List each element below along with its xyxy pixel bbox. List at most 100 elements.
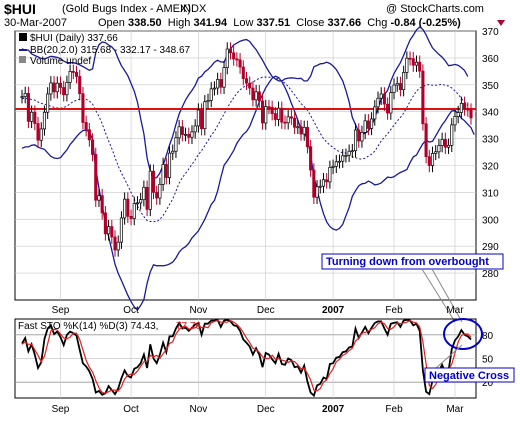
candle-body [286, 116, 290, 124]
candle-body [411, 58, 415, 66]
candle-body [209, 88, 213, 101]
ohlc-readout: Open 338.50 High 341.94 Low 337.51 Close… [98, 17, 461, 29]
candle-body [158, 183, 162, 199]
sto-x-tick-label: Dec [257, 404, 275, 415]
candle-body [344, 154, 348, 157]
quote-date: 30-Mar-2007 [4, 17, 67, 29]
turning-down-callout-box [321, 253, 504, 270]
candle-body [270, 107, 274, 114]
price-grid [15, 30, 476, 274]
candle-body [123, 198, 127, 219]
candle-body [164, 164, 168, 178]
callout-pointer-1 [421, 268, 456, 323]
price-x-tick-label: Feb [385, 305, 403, 316]
overbought-circle [443, 318, 483, 350]
volume-legend-swatch [19, 56, 26, 63]
bollinger-bands [21, 26, 475, 311]
candle-body [110, 226, 114, 238]
candle-body [456, 112, 460, 117]
price-legend-swatch [19, 33, 27, 41]
candle-body [119, 217, 123, 243]
candle-body [430, 153, 435, 166]
candle-body [26, 93, 30, 122]
candle-body [171, 150, 175, 154]
candle-body [81, 93, 85, 123]
candle-body [244, 78, 249, 84]
candle-body [260, 100, 265, 124]
high-value: 341.94 [193, 17, 228, 29]
candle-body [459, 103, 463, 113]
turning-down-callout: Turning down from overbought [326, 256, 489, 268]
candle-body [74, 72, 79, 77]
sto-axis-ticks: 20 50 80 [482, 331, 494, 389]
exchange-label: INDX [180, 3, 207, 15]
candle-body [466, 108, 470, 111]
candle-body [337, 160, 342, 163]
price-x-tick-label: Dec [257, 305, 275, 316]
candle-body [87, 129, 91, 141]
chg-value: -0.84 (-0.25%) [390, 17, 461, 29]
low-label: Low [233, 17, 254, 29]
candle-body [155, 192, 159, 199]
price-legend-text: $HUI (Daily) 337.66 [30, 33, 118, 44]
candle-body [402, 72, 406, 90]
candle-body [212, 87, 216, 90]
candle-body [382, 93, 386, 105]
chg-label: Chg [367, 17, 388, 29]
price-axis-ticks: 280 290 300 310 320 330 340 350 360 370 [482, 27, 499, 280]
candle-body [65, 82, 69, 96]
price-tick-label: 330 [482, 135, 499, 146]
candle-body [222, 67, 226, 88]
candle-body [23, 93, 27, 97]
candle-body [360, 132, 364, 142]
price-tick-label: 300 [482, 215, 499, 226]
sto-x-tick-label: Mar [446, 404, 464, 415]
candle-body [341, 155, 345, 162]
candle-body [434, 151, 438, 154]
close-label: Close [296, 17, 325, 29]
price-tick-label: 320 [482, 162, 499, 173]
candle-body [190, 131, 194, 138]
price-legend: $HUI (Daily) 337.66 BB(20,2.0) 315.68 - … [19, 33, 191, 67]
price-tick-label: 350 [482, 81, 499, 92]
candle-body [289, 116, 293, 119]
price-tick-label: 290 [482, 242, 499, 253]
candle-body [312, 169, 316, 198]
candle-body [366, 120, 370, 129]
candle-body [318, 185, 322, 188]
candle-body [232, 52, 236, 60]
candle-body [315, 186, 319, 198]
sto-x-tick-label: 2007 [322, 404, 345, 415]
candle-body [142, 186, 146, 201]
candle-body [103, 212, 107, 235]
candle-body [414, 61, 419, 66]
sto-tick-label: 80 [482, 331, 494, 342]
candle-body [161, 164, 165, 185]
negative-cross-label: Negative Cross [429, 370, 509, 382]
candle-body [100, 195, 104, 214]
candle-body [91, 139, 95, 155]
close-value: 337.66 [327, 17, 362, 29]
candle-body [33, 111, 37, 124]
candle-body [405, 57, 409, 73]
candle-body [94, 154, 98, 201]
candle-body [334, 161, 338, 167]
candle-body [203, 101, 207, 129]
candle-body [277, 107, 281, 120]
sto-k-line [21, 318, 472, 398]
sto-x-tick-label: Feb [385, 404, 403, 415]
candle-body [116, 241, 120, 251]
down-arrow-icon [497, 20, 505, 26]
candle-body [180, 126, 184, 135]
candle-body [228, 48, 233, 54]
candle-body [257, 91, 261, 102]
candle-body [193, 125, 197, 133]
brand-label: @ StockCharts.com [386, 3, 484, 15]
candle-body [389, 92, 393, 114]
negative-cross-box [424, 367, 515, 383]
sto-d-line [21, 319, 472, 394]
price-x-tick-label: Nov [189, 305, 207, 316]
candle-body [267, 106, 271, 108]
candle-body [68, 70, 72, 83]
candle-body [357, 129, 361, 142]
